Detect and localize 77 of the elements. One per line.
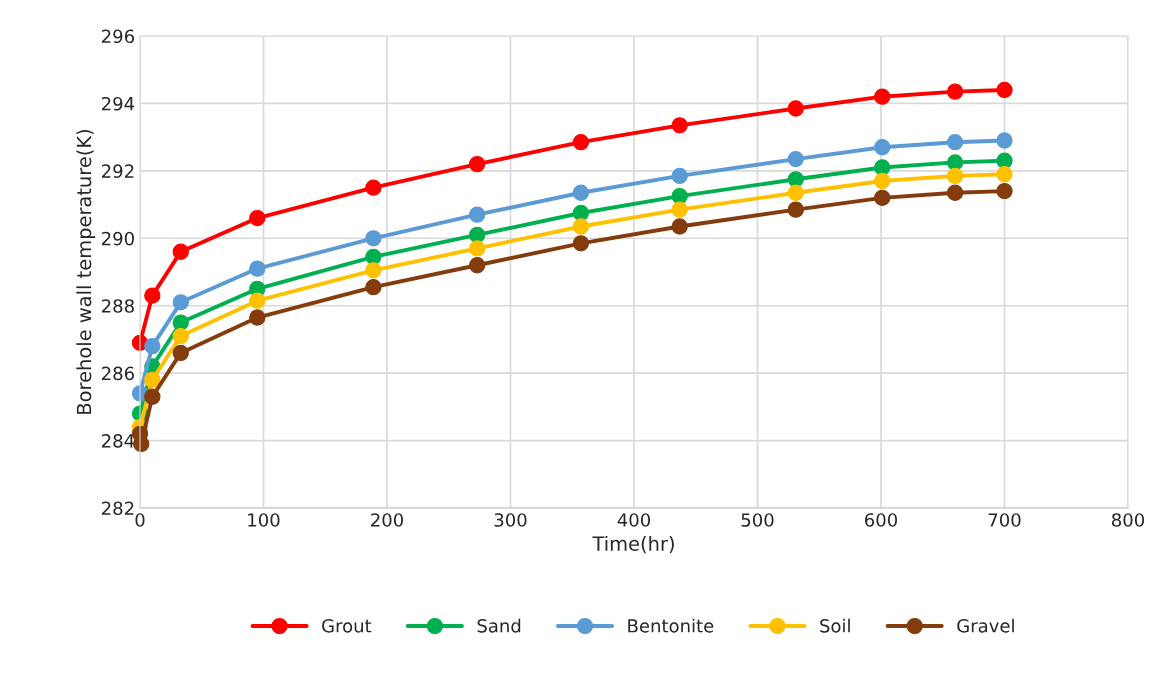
x-tick-label: 200: [371, 513, 404, 527]
point: [946, 134, 964, 151]
point: [671, 201, 688, 218]
legend-label: Bentonite: [628, 618, 714, 633]
point: [365, 230, 382, 247]
y-tick-label: 286: [102, 366, 134, 381]
point: [671, 167, 688, 185]
point: [874, 88, 891, 105]
point: [249, 209, 266, 227]
x-tick-label: 700: [988, 513, 1021, 527]
point: [671, 187, 688, 205]
point: [787, 171, 804, 188]
point: [874, 139, 891, 156]
y-tick-label: 290: [102, 231, 134, 246]
point: [787, 201, 804, 218]
point: [946, 154, 964, 171]
legend-label: Soil: [820, 618, 850, 633]
x-axis-title: Time(hr): [592, 535, 674, 554]
y-tick-label: 284: [102, 434, 135, 448]
point: [787, 150, 804, 168]
point: [469, 240, 486, 257]
point: [946, 184, 964, 201]
legend-label: Grout: [322, 618, 372, 633]
point: [469, 257, 486, 274]
point: [996, 132, 1013, 149]
point: [572, 204, 590, 222]
point: [144, 388, 161, 405]
point: [874, 189, 891, 206]
y-tick-label: 296: [102, 29, 134, 44]
point: [172, 344, 189, 362]
point: [996, 81, 1013, 99]
point: [996, 182, 1013, 200]
point: [469, 226, 486, 244]
point: [874, 159, 891, 176]
point: [572, 218, 590, 235]
point: [172, 243, 189, 260]
point: [787, 100, 804, 117]
y-tick-label: 282: [102, 501, 134, 516]
point: [996, 152, 1013, 169]
point: [469, 206, 486, 223]
x-tick-label: 0: [135, 513, 145, 527]
x-tick-label: 100: [248, 513, 280, 527]
point: [144, 338, 161, 355]
point: [946, 167, 964, 185]
y-tick-label: 292: [102, 164, 134, 178]
point: [172, 294, 189, 311]
y-tick-label: 294: [102, 96, 135, 111]
point: [946, 83, 964, 100]
x-tick-label: 500: [741, 513, 774, 527]
point: [671, 218, 688, 235]
point: [365, 279, 382, 296]
point: [365, 248, 382, 265]
point: [469, 155, 486, 173]
legend-label: Gravel: [957, 618, 1014, 633]
x-tick-label: 300: [494, 513, 527, 527]
point: [172, 327, 189, 345]
point: [249, 309, 266, 326]
y-tick-label: 288: [102, 299, 134, 313]
x-tick-label: 600: [865, 513, 898, 527]
point: [249, 260, 266, 277]
point: [172, 314, 189, 331]
x-tick-label: 800: [1111, 513, 1145, 527]
point: [787, 184, 804, 201]
x-tick-label: 400: [617, 513, 651, 527]
point: [572, 184, 590, 201]
point: [365, 179, 382, 196]
point: [249, 292, 266, 309]
point: [874, 172, 891, 190]
y-axis-title: Borehole wall temperature(K): [76, 129, 96, 414]
point: [144, 287, 161, 304]
point: [996, 166, 1013, 183]
legend-label: Sand: [477, 618, 521, 633]
point: [572, 134, 590, 151]
point: [144, 371, 161, 389]
point: [671, 117, 688, 134]
point: [365, 262, 382, 279]
point: [572, 235, 590, 252]
